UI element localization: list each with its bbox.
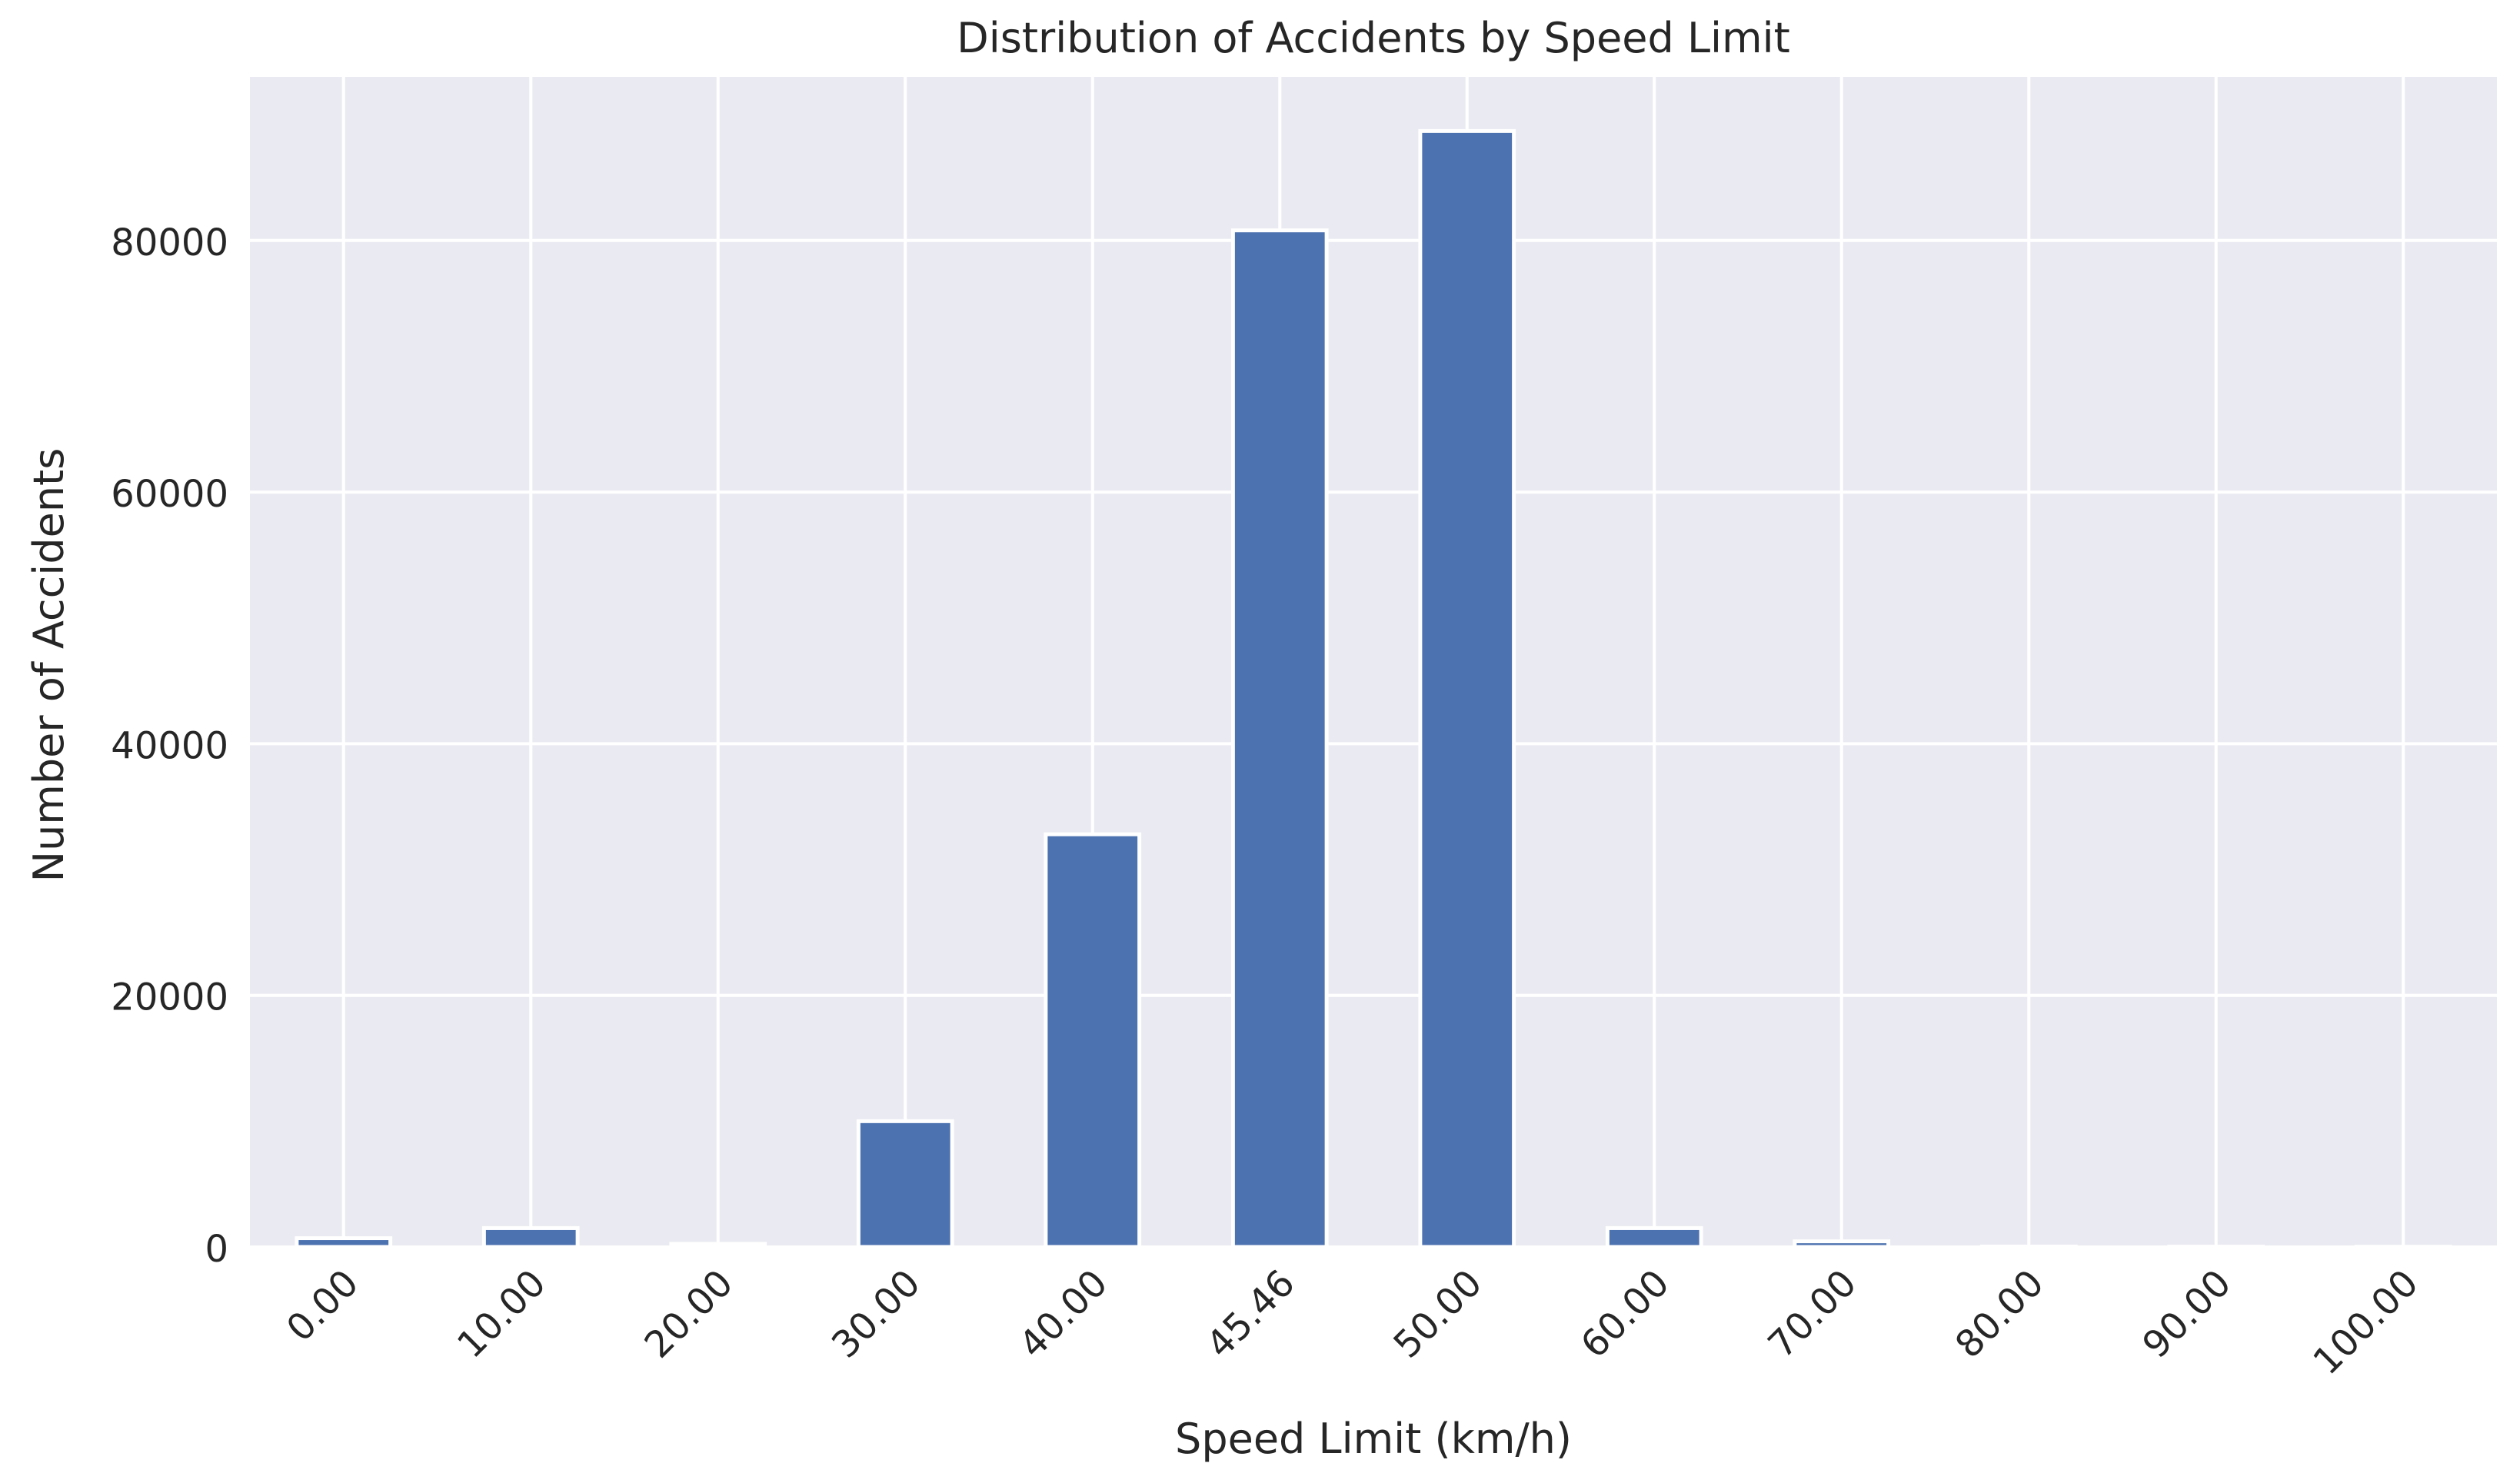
plot-area: [250, 77, 2497, 1247]
bar: [1795, 1242, 1889, 1247]
bar: [858, 1121, 952, 1247]
y-tick-label: 60000: [111, 473, 228, 516]
bar: [671, 1244, 765, 1247]
bar: [1607, 1228, 1701, 1247]
bar: [484, 1228, 578, 1247]
bar: [1233, 231, 1327, 1247]
y-tick-label: 0: [205, 1228, 228, 1271]
y-tick-label: 20000: [111, 976, 228, 1019]
bar: [1420, 131, 1514, 1247]
y-axis-label: Number of Accidents: [25, 448, 73, 883]
chart-title: Distribution of Accidents by Speed Limit: [957, 14, 1790, 62]
y-tick-label: 40000: [111, 724, 228, 767]
bar: [297, 1239, 391, 1247]
bar: [1046, 834, 1140, 1247]
y-tick-label: 80000: [111, 221, 228, 264]
x-axis-label: Speed Limit (km/h): [1175, 1415, 1572, 1463]
